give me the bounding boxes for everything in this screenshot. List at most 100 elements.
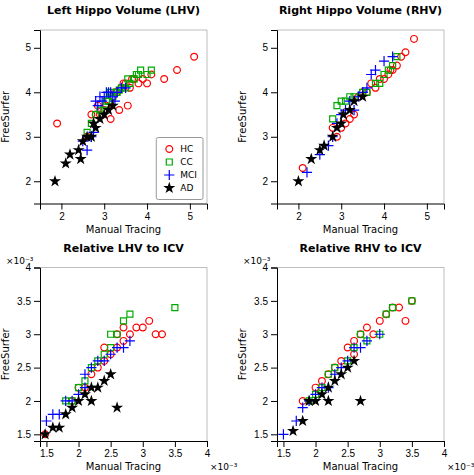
- y-axis-title: FreeSurfer: [237, 90, 248, 143]
- point: [357, 331, 364, 338]
- y-axis-tick-mark: [34, 368, 40, 369]
- x-axis-tick-mark: [412, 441, 413, 447]
- x-axis-tick: 1.5: [40, 441, 54, 459]
- title: Relative LHV to ICV: [63, 242, 184, 255]
- point: [335, 117, 347, 128]
- y-axis-tick-mark: [271, 268, 277, 269]
- point: [398, 53, 405, 60]
- y-axis-tick-label: 3.5: [17, 296, 31, 307]
- legend-symbol: [166, 146, 173, 153]
- point: [112, 87, 122, 97]
- point: [358, 331, 364, 337]
- panel: 23452345Right Hippo Volume (RHV)Manual T…: [237, 4, 445, 235]
- point: [118, 342, 128, 352]
- y-axis-tick-mark: [34, 92, 40, 93]
- annotation: ×10⁻³: [447, 462, 474, 472]
- x-axis-tick-mark: [348, 441, 349, 447]
- series: [41, 336, 135, 426]
- y-axis-tick-mark: [34, 401, 40, 402]
- y-axis-tick-label: 1.5: [17, 429, 31, 440]
- x-axis-tick: 3: [140, 441, 146, 459]
- point: [402, 49, 409, 56]
- point: [174, 67, 181, 74]
- x-axis-tick: 3: [102, 204, 108, 222]
- y-axis-tick: 1.5: [17, 429, 40, 440]
- x-axis-tick-label: 2: [76, 448, 82, 459]
- legend-box: [156, 138, 203, 200]
- x-axis-tick: 4: [145, 204, 151, 222]
- series: [42, 317, 166, 437]
- y-axis-tick-label: 2.5: [254, 362, 268, 373]
- y-axis-line: [34, 268, 41, 442]
- figure: 23452345Left Hippo Volume (LHV)Manual Tr…: [0, 0, 474, 475]
- point: [390, 63, 396, 69]
- panel: 1.522.533.541.522.533.54Relative LHV to …: [0, 242, 238, 473]
- panel: 23452345Left Hippo Volume (LHV)Manual Tr…: [0, 4, 208, 235]
- x-axis-tick-label: 3.5: [168, 448, 182, 459]
- point: [107, 116, 114, 123]
- point: [402, 317, 409, 324]
- y-axis-tick: 1.5: [254, 429, 277, 440]
- y-axis-tick: 5: [262, 42, 277, 53]
- title: Right Hippo Volume (RHV): [279, 4, 442, 17]
- y-axis-line: [271, 31, 278, 205]
- point: [111, 401, 123, 412]
- y-axis: 2345: [262, 31, 277, 205]
- x-axis-tick: 4: [442, 441, 448, 459]
- point: [357, 90, 369, 101]
- point: [366, 69, 376, 79]
- x-axis-tick-label: 2.5: [104, 448, 118, 459]
- point: [334, 103, 340, 109]
- x-axis-tick-mark: [380, 441, 381, 447]
- frame: [40, 30, 207, 31]
- y-axis-tick: 2: [25, 396, 40, 407]
- x-axis-tick: 5: [188, 204, 194, 222]
- x-axis-tick-mark: [316, 441, 317, 447]
- y-axis-tick-label: 3: [262, 329, 268, 340]
- x-axis-tick-label: 3: [102, 211, 108, 222]
- x-axis-line: [278, 442, 445, 448]
- y-axis-tick: 2.5: [17, 362, 40, 373]
- point: [125, 76, 131, 82]
- x-axis-tick-mark: [61, 204, 62, 210]
- y-axis-tick: 3: [25, 131, 40, 142]
- y-axis-tick-mark: [271, 334, 277, 335]
- plot-area: [40, 305, 178, 440]
- point: [385, 67, 391, 73]
- series: [63, 305, 178, 404]
- y-axis-tick: 2.5: [254, 362, 277, 373]
- point: [144, 71, 150, 77]
- point: [120, 324, 127, 331]
- x-axis-tick: 3.5: [405, 441, 419, 459]
- point: [53, 421, 65, 432]
- annotation: ×10⁻³: [243, 256, 271, 266]
- y-axis-tick-label: 3: [25, 131, 31, 142]
- legend-label: HC: [180, 144, 193, 154]
- x-axis-tick-mark: [79, 441, 80, 447]
- plot-area: [278, 297, 415, 439]
- point: [135, 80, 142, 87]
- series: [54, 53, 198, 140]
- legend-label: MCI: [180, 170, 197, 180]
- point: [159, 331, 166, 338]
- point: [139, 324, 146, 331]
- y-axis-tick-label: 5: [262, 42, 268, 53]
- x-axis-tick-label: 2: [313, 448, 319, 459]
- y-axis-tick: 4: [25, 87, 40, 98]
- point: [139, 76, 146, 83]
- x-axis: 1.522.533.54: [277, 441, 448, 459]
- point: [49, 175, 61, 186]
- point: [396, 304, 403, 311]
- point: [330, 116, 336, 122]
- x-axis: 2345: [278, 204, 445, 222]
- point: [107, 99, 119, 110]
- series: [299, 297, 415, 404]
- point: [305, 153, 317, 164]
- point: [348, 95, 360, 106]
- y-axis-tick-mark: [271, 401, 277, 402]
- series: [306, 298, 415, 404]
- point: [90, 122, 102, 133]
- point: [125, 336, 135, 346]
- y-axis-tick-mark: [34, 48, 40, 49]
- point: [338, 98, 344, 104]
